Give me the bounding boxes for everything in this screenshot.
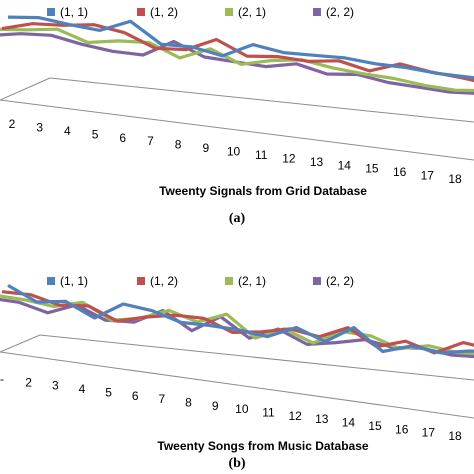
series-line — [0, 27, 474, 93]
x-tick-label: 16 — [393, 165, 407, 179]
x-tick-label: 6 — [132, 389, 139, 403]
x-tick-label: 5 — [92, 127, 99, 141]
legend-label: (1, 2) — [150, 5, 178, 19]
floor-side-edge — [0, 77, 51, 101]
floor-front-edge — [0, 99, 474, 161]
x-tick-label: 13 — [310, 155, 324, 169]
x-tick-label: 5 — [105, 385, 112, 399]
x-tick-label: 12 — [282, 151, 296, 165]
series-line — [1, 22, 474, 83]
x-tick-label: 15 — [365, 162, 379, 176]
legend-swatch — [47, 277, 55, 285]
x-tick-label: 2 — [25, 375, 32, 389]
legend-swatch — [225, 277, 233, 285]
floor-back-edge — [39, 334, 474, 381]
x-tick-label: 7 — [147, 134, 154, 148]
x-tick-label: 9 — [202, 141, 209, 155]
legend-label: (2, 2) — [326, 5, 354, 19]
x-tick-label: 16 — [395, 422, 409, 436]
floor-side-edge — [0, 334, 41, 353]
x-tick-label: 14 — [338, 158, 352, 172]
x-tick-label: 3 — [52, 379, 59, 393]
legend-label: (1, 1) — [60, 274, 88, 288]
x-tick-label: 18 — [448, 172, 462, 186]
x-tick-label: 4 — [64, 124, 71, 138]
chart-panel-b: (1, 1) (1, 2) (2, 1) (2, 2) - 2 3 4 5 6 7 8 9 10 11 12 1… — [0, 274, 474, 471]
x-tick-label: 4 — [79, 382, 86, 396]
series-line — [7, 284, 474, 355]
x-tick-label: 12 — [288, 409, 302, 423]
legend-label: (2, 1) — [238, 274, 266, 288]
x-tick-label: 17 — [421, 169, 435, 183]
legend-swatch — [313, 277, 321, 285]
x-tick-label: 10 — [227, 145, 241, 159]
x-tick-label: 11 — [262, 406, 275, 420]
x-tick-label: 8 — [175, 138, 182, 152]
x-tick-label: 13 — [315, 412, 329, 426]
panel-caption: (a) — [229, 211, 246, 226]
floor-back-edge — [49, 77, 474, 123]
x-tick-label: 11 — [255, 148, 268, 162]
x-tick-label: 10 — [235, 402, 249, 416]
legend-label: (2, 2) — [326, 274, 354, 288]
legend-label: (2, 1) — [238, 5, 266, 19]
x-axis-title: Tweenty Signals from Grid Database — [159, 184, 367, 198]
legend-swatch — [313, 8, 321, 16]
x-tick-label: 6 — [119, 131, 126, 145]
panel-caption: (b) — [228, 456, 245, 471]
x-tick-label: - — [0, 372, 4, 386]
x-tick-label: 17 — [422, 426, 436, 440]
legend-swatch — [137, 277, 145, 285]
x-axis-title: Tweenty Songs from Music Database — [157, 439, 368, 453]
legend-label: (1, 2) — [150, 274, 178, 288]
x-tick-label: 3 — [36, 120, 43, 134]
x-tick-label: 18 — [448, 429, 462, 443]
legend-label: (1, 1) — [60, 5, 88, 19]
chart-panel-a: (1, 1) (1, 2) (2, 1) (2, 2) 2 3 4 5 6 7 8 9 10 11 12 13… — [0, 5, 474, 226]
series-line — [7, 15, 474, 80]
x-tick-label: 2 — [9, 117, 16, 131]
x-tick-label: 7 — [159, 392, 166, 406]
legend-swatch — [137, 8, 145, 16]
x-tick-label: 14 — [342, 416, 356, 430]
floor-front-edge — [0, 351, 474, 419]
legend-swatch — [47, 8, 55, 16]
x-tick-label: 9 — [212, 399, 219, 413]
legend-swatch — [225, 8, 233, 16]
x-tick-label: 8 — [185, 395, 192, 409]
x-tick-label: 15 — [368, 419, 382, 433]
